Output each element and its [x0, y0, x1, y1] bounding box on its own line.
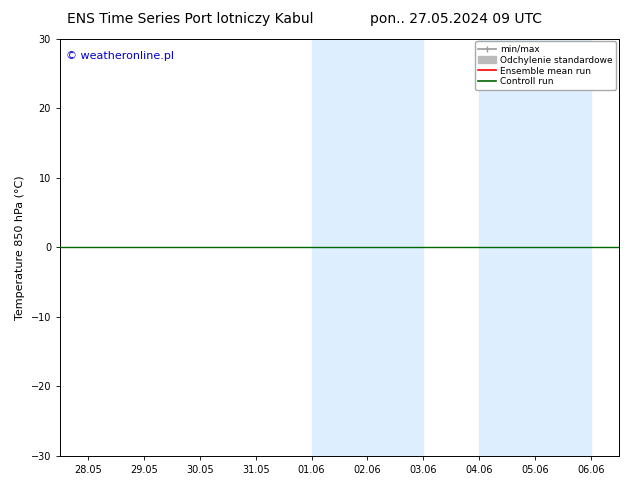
Legend: min/max, Odchylenie standardowe, Ensemble mean run, Controll run: min/max, Odchylenie standardowe, Ensembl…	[475, 41, 616, 90]
Bar	[479, 39, 591, 456]
Y-axis label: Temperature 850 hPa (°C): Temperature 850 hPa (°C)	[15, 175, 25, 319]
Bar	[311, 39, 424, 456]
Text: © weatheronline.pl: © weatheronline.pl	[66, 51, 174, 61]
Text: pon.. 27.05.2024 09 UTC: pon.. 27.05.2024 09 UTC	[370, 12, 543, 26]
Text: ENS Time Series Port lotniczy Kabul: ENS Time Series Port lotniczy Kabul	[67, 12, 313, 26]
